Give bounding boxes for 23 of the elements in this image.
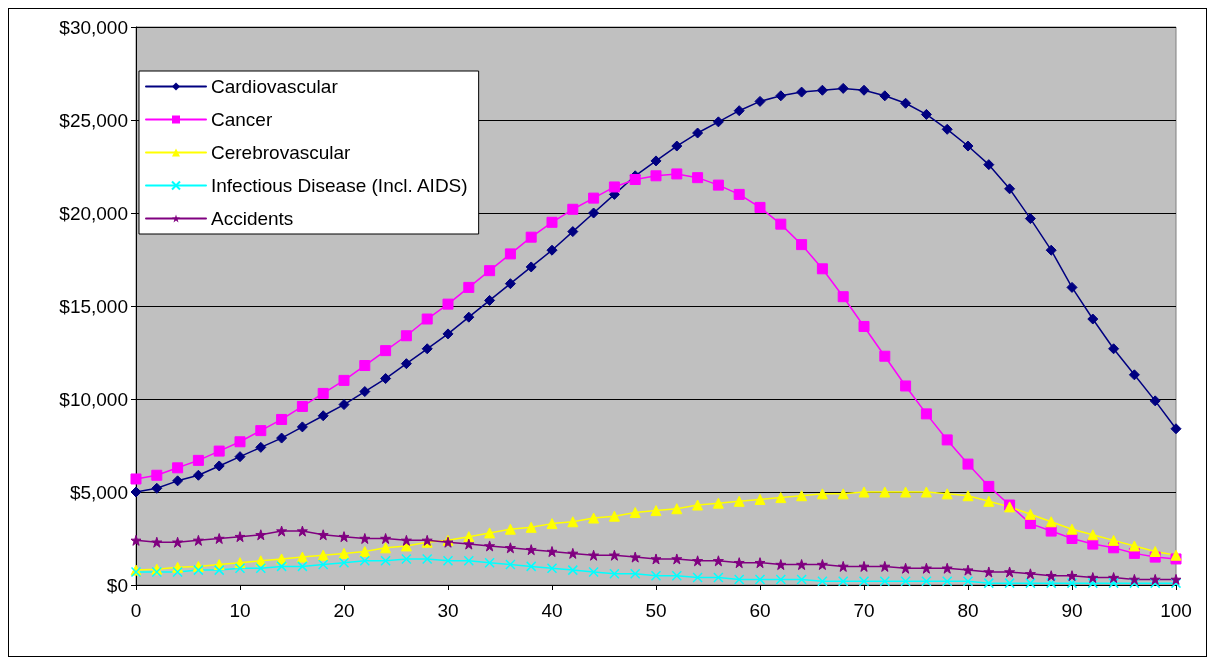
x-tick-label: 40 <box>541 600 563 621</box>
x-tick-label: 90 <box>1061 600 1083 621</box>
legend-label: Cerebrovascular <box>211 142 352 163</box>
legend-label: Infectious Disease (Incl. AIDS) <box>211 175 468 196</box>
x-tick-label: 100 <box>1160 600 1192 621</box>
y-tick-label: $15,000 <box>59 295 128 317</box>
x-tick-label: 80 <box>957 600 979 621</box>
y-tick-label: $10,000 <box>59 388 128 410</box>
y-tick-label: $5,000 <box>69 481 128 503</box>
x-tick-label: 50 <box>645 600 667 621</box>
legend-label: Cancer <box>211 109 273 130</box>
x-tick-label: 70 <box>853 600 875 621</box>
y-tick-label: $20,000 <box>59 202 128 224</box>
x-tick-label: 10 <box>229 600 251 621</box>
x-tick-label: 60 <box>749 600 771 621</box>
y-tick-label: $25,000 <box>59 109 128 131</box>
x-tick-label: 30 <box>437 600 459 621</box>
y-tick-label: $0 <box>106 574 128 596</box>
legend-label: Accidents <box>211 208 294 229</box>
legend-label: Cardiovascular <box>211 76 339 97</box>
y-tick-label: $30,000 <box>59 16 128 38</box>
x-tick-label: 0 <box>130 600 142 621</box>
x-tick-label: 20 <box>333 600 355 621</box>
